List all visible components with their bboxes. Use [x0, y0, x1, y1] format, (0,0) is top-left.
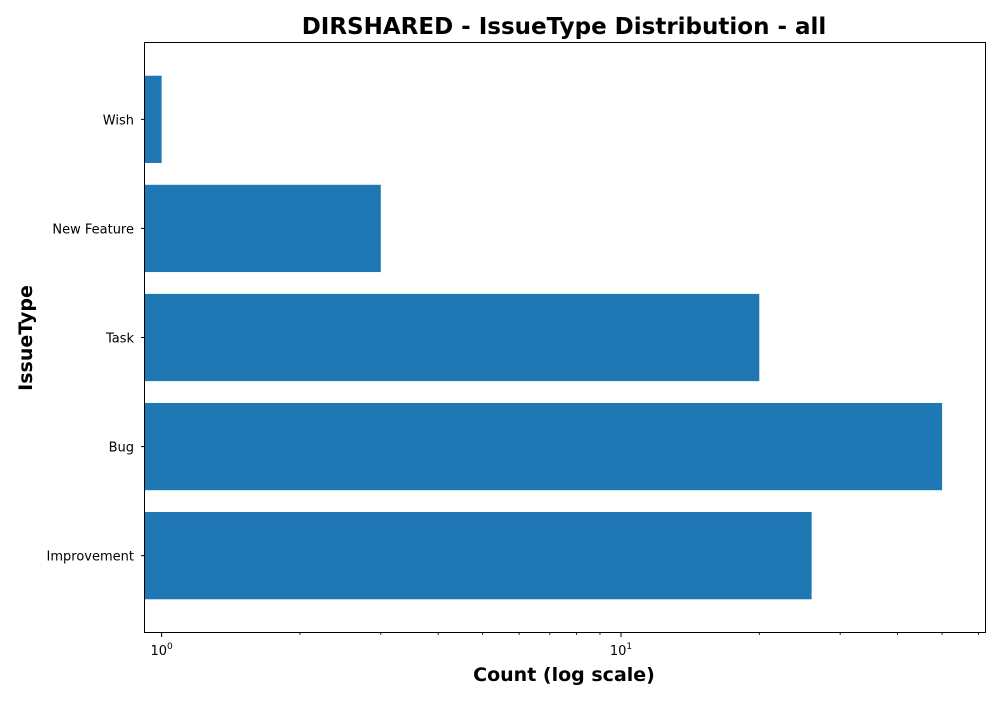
x-tick-label: 100 [150, 642, 173, 659]
y-tick-label: Wish [103, 113, 134, 128]
bar-bug [145, 402, 943, 491]
y-tick-label: Improvement [47, 550, 134, 565]
y-tick-label: New Feature [52, 222, 134, 237]
x-tick-label: 101 [610, 642, 632, 659]
y-axis-title: IssueType [15, 285, 37, 391]
y-tick-label: Task [105, 332, 135, 347]
bar-improvement [145, 512, 812, 600]
y-tick-label: Bug [109, 441, 134, 456]
x-axis-title: Count (log scale) [473, 664, 655, 686]
bar-new-feature [145, 184, 381, 273]
plot-frame [144, 42, 986, 633]
bar-task [145, 293, 760, 382]
ticks-layer: Improvement Bug Task New Feature Wish 100 101 [47, 113, 979, 659]
bar-wish [145, 75, 162, 163]
bars-layer [145, 75, 943, 600]
chart-title: DIRSHARED - IssueType Distribution - all [302, 14, 827, 40]
